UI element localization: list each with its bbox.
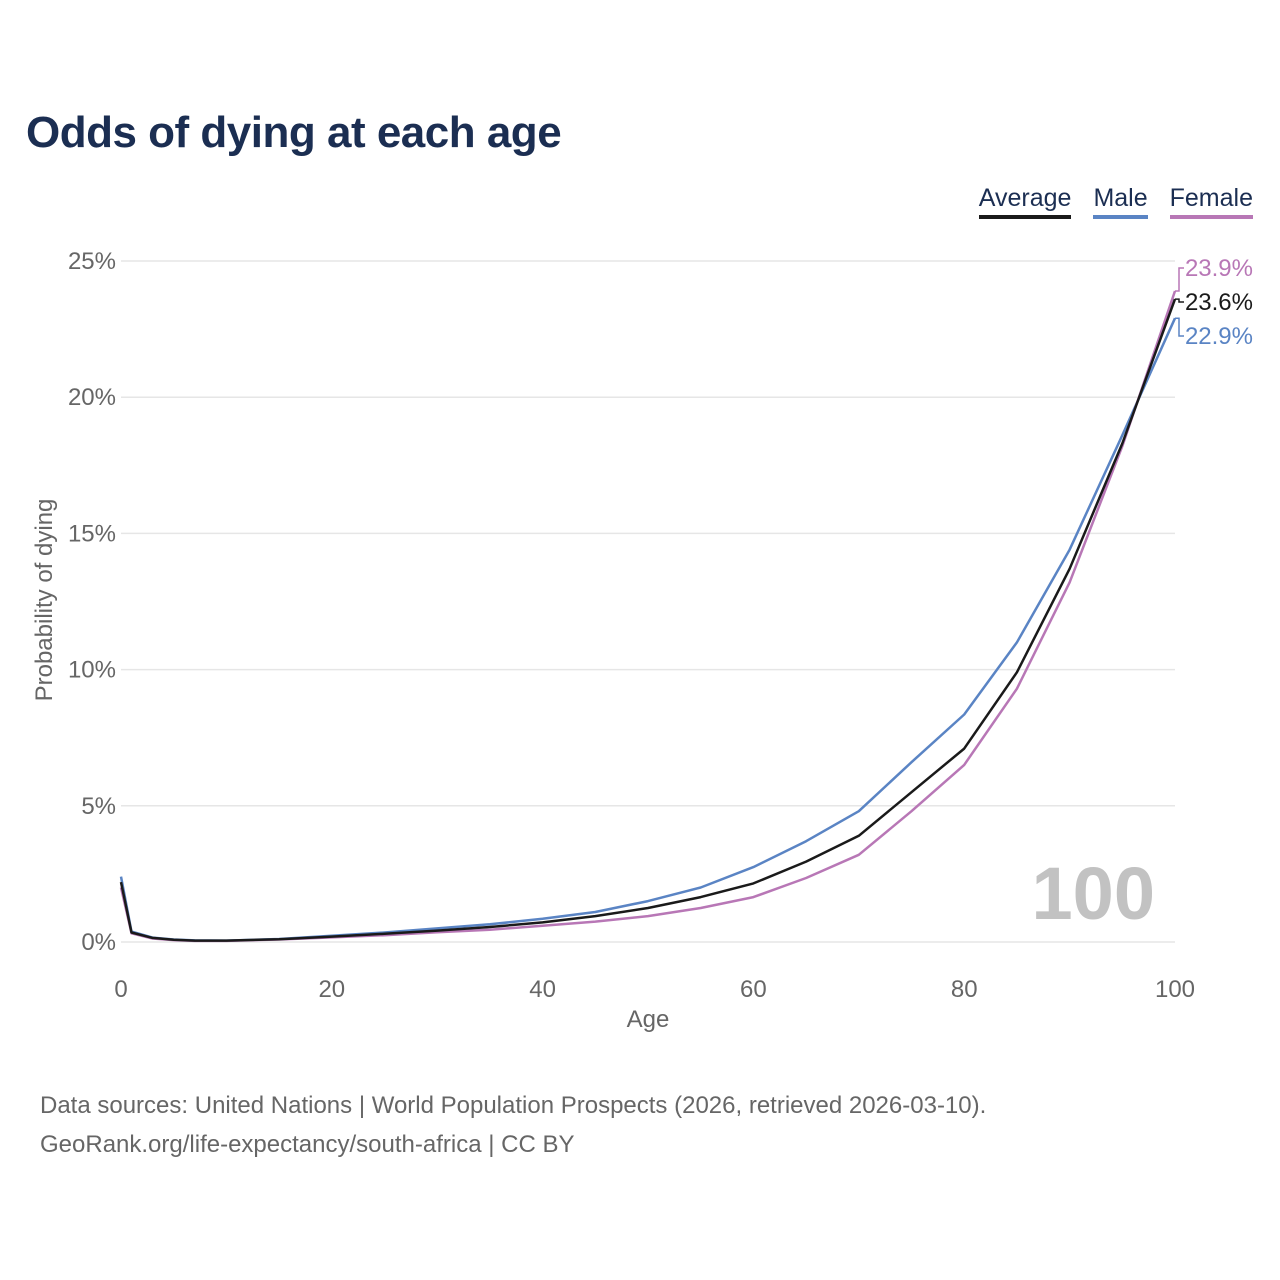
chart-title: Odds of dying at each age [26,108,562,157]
data-source-note: Data sources: United Nations | World Pop… [40,1092,987,1119]
end-label-average: 23.6% [1185,289,1253,316]
y-tick-label: 15% [68,520,116,547]
x-tick-label: 100 [1155,976,1195,1003]
end-label-female: 23.9% [1185,255,1253,282]
x-tick-label: 0 [114,976,127,1003]
x-tick-label: 80 [951,976,978,1003]
y-tick-label: 25% [68,248,116,275]
legend-female[interactable]: Female [1169,184,1253,219]
x-tick-label: 40 [529,976,556,1003]
footer: Data sources: United Nations | World Pop… [40,1086,986,1164]
y-tick-label: 10% [68,657,116,684]
series-line-male [119,317,1177,942]
y-tick-label: 5% [81,793,116,820]
series-line-female [119,290,1177,943]
source-link[interactable]: GeoRank.org/life-expectancy/south-africa… [40,1131,575,1158]
series-line-average [119,298,1177,942]
year-watermark: 100 [1032,852,1155,935]
end-label-connector-female [1175,267,1184,292]
line-chart: 0% 5% 10% 15% 20% 25% 0 20 40 60 80 100 Age Probabili… [31,248,1253,1033]
end-label-male: 22.9% [1185,323,1253,350]
y-axis-label: Probability of dying [31,499,58,702]
y-tick-label: 0% [81,929,116,956]
legend-average[interactable]: Average [978,184,1072,219]
legend: Average Male Female [978,184,1253,219]
x-tick-label: 60 [740,976,767,1003]
x-axis-label: Age [627,1006,670,1033]
end-label-connector-average [1175,298,1184,303]
x-tick-label: 20 [318,976,345,1003]
legend-male[interactable]: Male [1093,184,1148,219]
end-label-connector-male [1175,317,1184,337]
y-tick-label: 20% [68,384,116,411]
